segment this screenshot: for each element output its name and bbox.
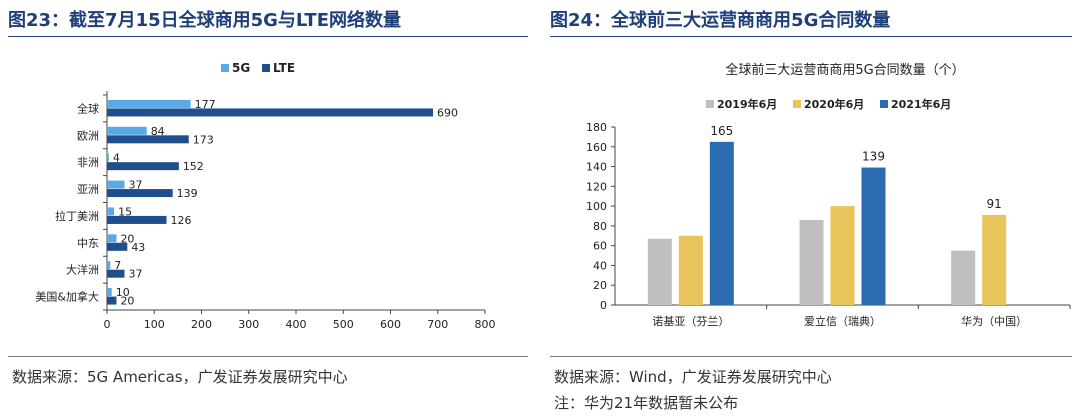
bar-5g bbox=[107, 153, 109, 162]
legend-swatch-1 bbox=[793, 100, 801, 108]
data-label: 10 bbox=[116, 286, 130, 299]
bar-5g bbox=[107, 261, 111, 270]
right-note-text: 注：华为21年数据暂未公布 bbox=[554, 394, 739, 412]
legend-label-2: 2021年6月 bbox=[891, 97, 951, 111]
data-label: 126 bbox=[171, 214, 192, 227]
category-label: 中东 bbox=[77, 237, 99, 250]
legend-label-1: LTE bbox=[273, 61, 295, 75]
data-label: 20 bbox=[120, 232, 134, 245]
bar-lte bbox=[107, 189, 173, 198]
y-tick-label: 40 bbox=[593, 259, 607, 272]
left-title-rule bbox=[8, 36, 528, 37]
x-tick-label: 200 bbox=[191, 318, 212, 331]
bar-2020年6月 bbox=[830, 206, 855, 305]
bar-5g bbox=[107, 288, 112, 297]
category-label: 非洲 bbox=[77, 156, 99, 169]
x-tick-label: 100 bbox=[144, 318, 165, 331]
bar-5g bbox=[107, 99, 191, 108]
left-source-rule bbox=[8, 356, 528, 357]
data-label: 37 bbox=[128, 179, 142, 192]
bar-5g bbox=[107, 126, 147, 135]
data-label: 690 bbox=[437, 106, 458, 119]
bar-lte bbox=[107, 215, 167, 224]
bar-lte bbox=[107, 162, 179, 171]
chart-title: 全球前三大运营商商用5G合同数量（个） bbox=[725, 62, 964, 78]
data-label: 177 bbox=[195, 98, 216, 111]
x-tick-label: 0 bbox=[104, 318, 111, 331]
legend-label-0: 5G bbox=[232, 61, 250, 75]
data-label: 173 bbox=[193, 133, 214, 146]
bar-2020年6月 bbox=[982, 215, 1007, 305]
bar-5g bbox=[107, 180, 125, 189]
bar-2019年6月 bbox=[951, 250, 976, 305]
legend-swatch-0 bbox=[221, 64, 229, 72]
data-label: 37 bbox=[128, 268, 142, 281]
right-panel-title: 图24：全球前三大运营商商用5G合同数量 bbox=[550, 10, 891, 31]
x-tick-label: 500 bbox=[333, 318, 354, 331]
data-label: 152 bbox=[183, 160, 204, 173]
left-source-text: 数据来源：5G Americas，广发证券发展研究中心 bbox=[12, 368, 348, 386]
data-label: 43 bbox=[131, 241, 145, 254]
data-label: 15 bbox=[118, 205, 132, 218]
y-tick-label: 160 bbox=[586, 141, 607, 154]
category-label: 亚洲 bbox=[77, 183, 99, 196]
category-label: 拉丁美洲 bbox=[55, 209, 99, 223]
bar-2019年6月 bbox=[647, 238, 672, 305]
legend-swatch-2 bbox=[880, 100, 888, 108]
y-tick-label: 60 bbox=[593, 240, 607, 253]
legend-label-1: 2020年6月 bbox=[804, 97, 864, 111]
bar-2019年6月 bbox=[799, 219, 824, 305]
category-label: 大洋洲 bbox=[66, 263, 99, 277]
y-tick-label: 80 bbox=[593, 220, 607, 233]
x-tick-label: 600 bbox=[380, 318, 401, 331]
data-label: 4 bbox=[113, 152, 120, 165]
x-tick-label: 700 bbox=[427, 318, 448, 331]
y-tick-label: 20 bbox=[593, 279, 607, 292]
category-label: 华为（中国） bbox=[961, 314, 1027, 328]
bar-5g bbox=[107, 207, 115, 216]
bar-lte bbox=[107, 108, 434, 117]
right-bar-chart: 全球前三大运营商商用5G合同数量（个） 2019年6月 2020年6月 2021年6月… bbox=[586, 62, 1071, 328]
legend-swatch-0 bbox=[706, 100, 714, 108]
data-label: 84 bbox=[151, 125, 165, 138]
data-label: 165 bbox=[710, 124, 733, 138]
y-tick-label: 180 bbox=[586, 121, 607, 134]
x-tick-label: 300 bbox=[238, 318, 259, 331]
right-source-rule bbox=[550, 356, 1072, 357]
bar-2021年6月 bbox=[709, 141, 734, 305]
data-label: 139 bbox=[177, 187, 198, 200]
legend-swatch-1 bbox=[262, 64, 270, 72]
left-panel-title: 图23：截至7月15日全球商用5G与LTE网络数量 bbox=[8, 10, 401, 31]
legend-label-0: 2019年6月 bbox=[717, 97, 777, 111]
y-tick-label: 120 bbox=[586, 180, 607, 193]
right-title-rule bbox=[550, 36, 1072, 37]
category-label: 美国&加拿大 bbox=[35, 290, 99, 304]
bar-lte bbox=[107, 135, 189, 144]
x-tick-label: 400 bbox=[286, 318, 307, 331]
bar-lte bbox=[107, 242, 128, 251]
bar-5g bbox=[107, 234, 117, 243]
y-tick-label: 0 bbox=[600, 299, 607, 312]
data-label: 139 bbox=[862, 150, 885, 164]
bar-2020年6月 bbox=[678, 235, 703, 305]
right-source-text: 数据来源：Wind，广发证券发展研究中心 bbox=[554, 368, 832, 386]
y-tick-label: 140 bbox=[586, 161, 607, 174]
data-label: 91 bbox=[987, 197, 1002, 211]
category-label: 全球 bbox=[77, 101, 99, 115]
category-label: 欧洲 bbox=[77, 129, 99, 142]
bar-lte bbox=[107, 296, 117, 305]
data-label: 7 bbox=[114, 259, 121, 272]
bar-2021年6月 bbox=[861, 167, 886, 305]
left-bar-chart: 5G LTE 全球 177 690 欧洲 84 173 非洲 4 152 亚洲 37 139 拉丁美洲 15 1… bbox=[35, 61, 496, 331]
category-label: 诺基亚（芬兰） bbox=[652, 315, 729, 328]
y-tick-label: 100 bbox=[586, 200, 607, 213]
bar-lte bbox=[107, 269, 125, 278]
x-tick-label: 800 bbox=[475, 318, 496, 331]
data-label: 20 bbox=[120, 295, 134, 308]
category-label: 爱立信（瑞典） bbox=[804, 314, 881, 328]
